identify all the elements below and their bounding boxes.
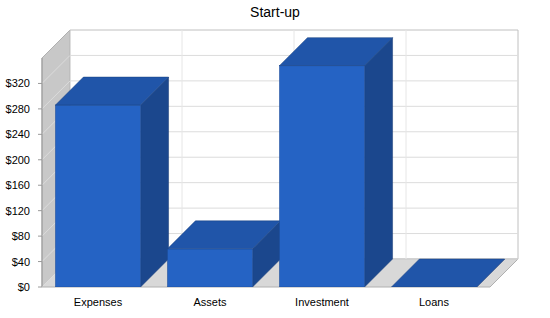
y-tick <box>38 236 42 237</box>
bar-group <box>55 77 168 287</box>
chart-container: Start-up $0 $40 $80 $120 $160 $200 $240 $280 $320… <box>0 0 550 318</box>
y-tick <box>38 287 42 288</box>
y-tick <box>38 210 42 211</box>
y-tick <box>38 83 42 84</box>
bar-side <box>365 38 393 287</box>
bar <box>55 105 140 287</box>
y-tick-label: $160 <box>6 179 30 191</box>
y-tick <box>38 261 42 262</box>
bar <box>279 66 364 287</box>
category-grid-line <box>182 30 183 259</box>
y-tick-label: $240 <box>6 128 30 140</box>
bars <box>55 38 504 287</box>
y-tick-label: $280 <box>6 103 30 115</box>
bar-group <box>279 38 392 287</box>
y-tick-label: $40 <box>12 256 30 268</box>
bar-top <box>55 77 168 105</box>
bar-group <box>391 259 504 287</box>
x-tick-label: Expenses <box>74 296 123 308</box>
y-tick-label: $200 <box>6 154 30 166</box>
bar-top <box>167 221 280 249</box>
category-grid-line <box>406 30 407 259</box>
bar-top <box>391 259 504 287</box>
y-tick-label: $120 <box>6 205 30 217</box>
y-tick <box>38 108 42 109</box>
title: Start-up <box>250 4 300 20</box>
bar-side <box>141 77 169 287</box>
y-tick <box>38 185 42 186</box>
y-tick <box>38 134 42 135</box>
x-tick-label: Investment <box>295 296 349 308</box>
x-tick-label: Loans <box>419 296 449 308</box>
y-tick-label: $320 <box>6 77 30 89</box>
y-tick-label: $0 <box>18 281 30 293</box>
y-axis-line <box>42 58 43 287</box>
y-tick-label: $80 <box>12 230 30 242</box>
bar-top <box>279 38 392 66</box>
bar <box>167 249 252 287</box>
x-tick-label: Assets <box>193 296 227 308</box>
y-tick <box>38 159 42 160</box>
bar-group <box>167 221 280 287</box>
chart-svg: Start-up $0 $40 $80 $120 $160 $200 $240 $280 $320… <box>0 0 550 318</box>
